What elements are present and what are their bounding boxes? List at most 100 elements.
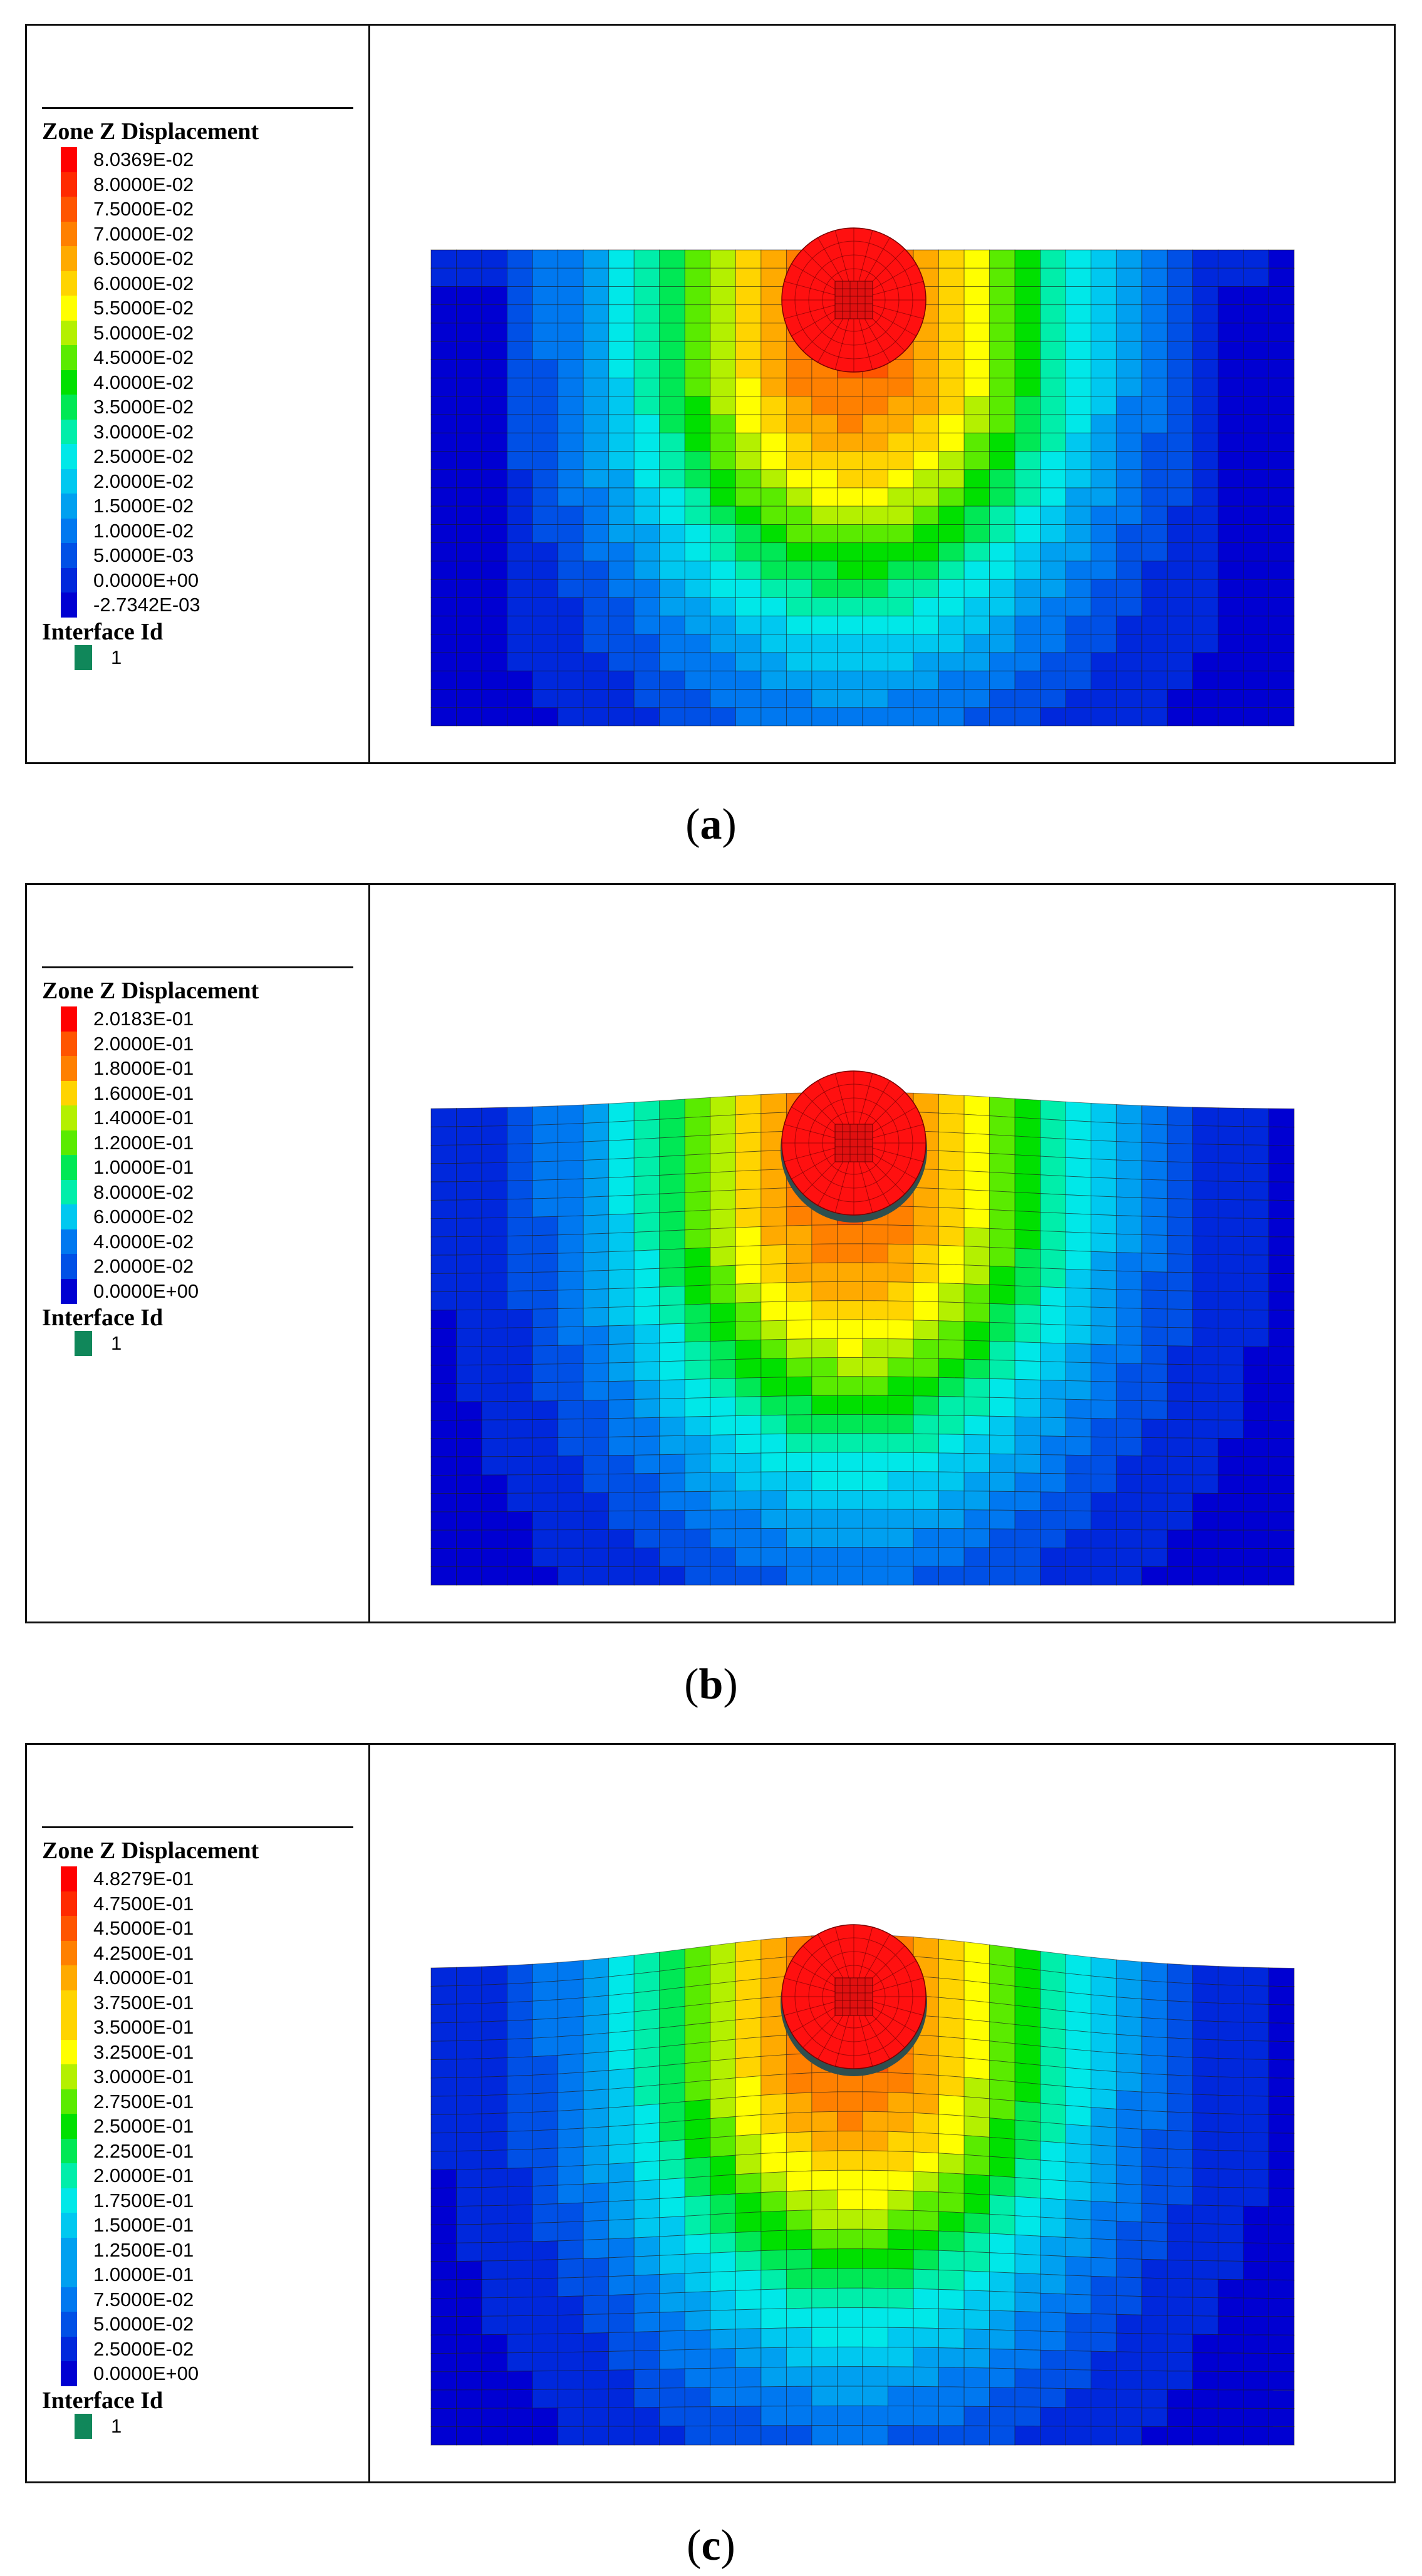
legend-entry: 1.6000E-01 bbox=[61, 1080, 311, 1106]
pipe-mesh-line bbox=[868, 1960, 916, 1989]
legend-entry: 4.2500E-01 bbox=[61, 1940, 311, 1966]
pipe-mesh-ring bbox=[794, 1084, 913, 1203]
legend-entry: 4.0000E-02 bbox=[61, 1229, 311, 1254]
legend-value: 4.7500E-01 bbox=[93, 1892, 194, 1915]
legend-value: 6.5000E-02 bbox=[93, 247, 194, 269]
legend-color-swatch bbox=[61, 1056, 77, 1081]
legend-color-swatch bbox=[61, 2039, 77, 2065]
legend-color-swatch bbox=[61, 271, 77, 296]
legend-color-swatch bbox=[61, 1916, 77, 1941]
legend-title: Zone Z Displacement bbox=[42, 118, 259, 145]
pipe-mesh-line bbox=[862, 2011, 890, 2059]
legend-entry: 1.7500E-01 bbox=[61, 2188, 311, 2213]
legend-value: 5.0000E-03 bbox=[93, 544, 194, 566]
legend-entry: 1.0000E-01 bbox=[61, 2262, 311, 2287]
legend-color-swatch bbox=[61, 543, 77, 568]
pipe bbox=[781, 1070, 926, 1216]
legend-value: 6.0000E-02 bbox=[93, 272, 194, 294]
pipe-mesh-line bbox=[862, 237, 890, 286]
figure-panel-b: Zone Z Displacement 2.0183E-01 2.0000E-01 1… bbox=[25, 883, 1396, 1623]
pipe-mesh-line bbox=[834, 230, 850, 284]
legend-color-swatch bbox=[61, 2213, 77, 2238]
pipe-mesh-line bbox=[858, 2013, 873, 2067]
legend-color-swatch bbox=[61, 197, 77, 222]
legend-color-swatch bbox=[61, 1254, 77, 1279]
legend-value: 8.0000E-02 bbox=[93, 173, 194, 195]
legend-entry: 3.0000E-02 bbox=[61, 419, 311, 445]
pipe-mesh-line bbox=[870, 281, 924, 296]
legend-color-swatch bbox=[61, 1204, 77, 1229]
panel-caption: (b) bbox=[0, 1663, 1422, 1707]
legend-color-swatch bbox=[61, 1179, 77, 1205]
pipe-mesh-line bbox=[834, 316, 850, 370]
interface-swatch bbox=[75, 2413, 92, 2439]
pipe-mesh-line bbox=[870, 304, 924, 319]
legend-value: 7.5000E-02 bbox=[93, 2288, 194, 2310]
legend-value: 3.7500E-01 bbox=[93, 1991, 194, 2014]
legend-value: 1.0000E-02 bbox=[93, 519, 194, 542]
legend-color-swatch bbox=[61, 1229, 77, 1254]
caption-letter: c bbox=[701, 2522, 721, 2570]
legend-value: 2.7500E-01 bbox=[93, 2090, 194, 2113]
legend-value: 1.5000E-02 bbox=[93, 495, 194, 517]
legend-entry: 4.0000E-01 bbox=[61, 1965, 311, 1990]
legend-value: 1.4000E-01 bbox=[93, 1107, 194, 1129]
legend-value: 1.2000E-01 bbox=[93, 1131, 194, 1154]
legend-entry: 4.7500E-01 bbox=[61, 1891, 311, 1916]
legend-value: 7.0000E-02 bbox=[93, 222, 194, 245]
legend-entry: 2.0183E-01 bbox=[61, 1006, 311, 1032]
legend-color-swatch bbox=[61, 2237, 77, 2263]
legend-color-swatch bbox=[61, 2015, 77, 2040]
pipe-mesh-line bbox=[834, 1159, 850, 1213]
legend-entry: 4.5000E-02 bbox=[61, 345, 311, 370]
legend-entry: 2.5000E-01 bbox=[61, 2114, 311, 2139]
legend-value: 1.0000E-01 bbox=[93, 1156, 194, 1178]
pipe-mesh-line bbox=[784, 2000, 838, 2016]
pipe-mesh-line bbox=[862, 1157, 890, 1206]
legend-color-swatch bbox=[61, 1130, 77, 1156]
legend-value: 0.0000E+00 bbox=[93, 1280, 199, 1302]
legend-entry: 8.0369E-02 bbox=[61, 147, 311, 172]
legend-value: 2.0183E-01 bbox=[93, 1008, 194, 1030]
legend-entry: 2.0000E-02 bbox=[61, 1254, 311, 1279]
legend-entry: 3.7500E-01 bbox=[61, 1990, 311, 2015]
legend-value: 4.0000E-01 bbox=[93, 1967, 194, 1989]
interface-swatch bbox=[75, 1331, 92, 1356]
legend-value: 2.5000E-02 bbox=[93, 445, 194, 467]
pipe-mesh-line bbox=[868, 308, 916, 336]
figure-panel-a: Zone Z Displacement 8.0369E-02 8.0000E-02 7… bbox=[25, 24, 1396, 764]
pipe-mesh-line bbox=[858, 230, 873, 284]
caption-paren: ( bbox=[687, 2522, 702, 2570]
soil-mesh bbox=[430, 249, 1295, 727]
pipe-mesh-line bbox=[870, 2000, 924, 2016]
caption-letter: a bbox=[700, 800, 722, 849]
interface-swatch bbox=[75, 644, 92, 670]
pipe-mesh-line bbox=[868, 1107, 916, 1135]
interface-title: Interface Id bbox=[42, 618, 163, 645]
legend-color-swatch bbox=[61, 2163, 77, 2188]
pipe-core bbox=[834, 1124, 873, 1162]
legend-value: 7.5000E-02 bbox=[93, 198, 194, 220]
pipe-mesh-line bbox=[858, 1073, 873, 1127]
legend-entry: 2.0000E-01 bbox=[61, 1031, 311, 1057]
pipe-core bbox=[834, 1977, 873, 2016]
pipe-mesh-line bbox=[858, 1159, 873, 1213]
legend-entry: 3.0000E-01 bbox=[61, 2064, 311, 2089]
legend-color-swatch bbox=[61, 518, 77, 544]
legend-entry: 5.5000E-02 bbox=[61, 296, 311, 321]
caption-paren: ( bbox=[685, 800, 700, 849]
pipe-mesh-line bbox=[868, 1151, 916, 1179]
legend-value: 2.5000E-02 bbox=[93, 2337, 194, 2360]
panel-caption: (a) bbox=[0, 803, 1422, 847]
legend-value: 2.2500E-01 bbox=[93, 2139, 194, 2162]
legend-divider bbox=[42, 107, 353, 109]
figure-panel-c: Zone Z Displacement 4.8279E-01 4.7500E-01 4… bbox=[25, 1743, 1396, 2483]
pipe-mesh-line bbox=[870, 1977, 924, 1993]
pipe-mesh-line bbox=[784, 1977, 838, 1993]
pipe bbox=[781, 227, 926, 373]
pipe-mesh-ring bbox=[808, 1097, 900, 1189]
pipe-mesh-ring bbox=[808, 254, 900, 346]
contour-plot bbox=[371, 1745, 1394, 2481]
pipe-mesh-line bbox=[862, 1934, 890, 1982]
legend-color-swatch bbox=[61, 1031, 77, 1057]
